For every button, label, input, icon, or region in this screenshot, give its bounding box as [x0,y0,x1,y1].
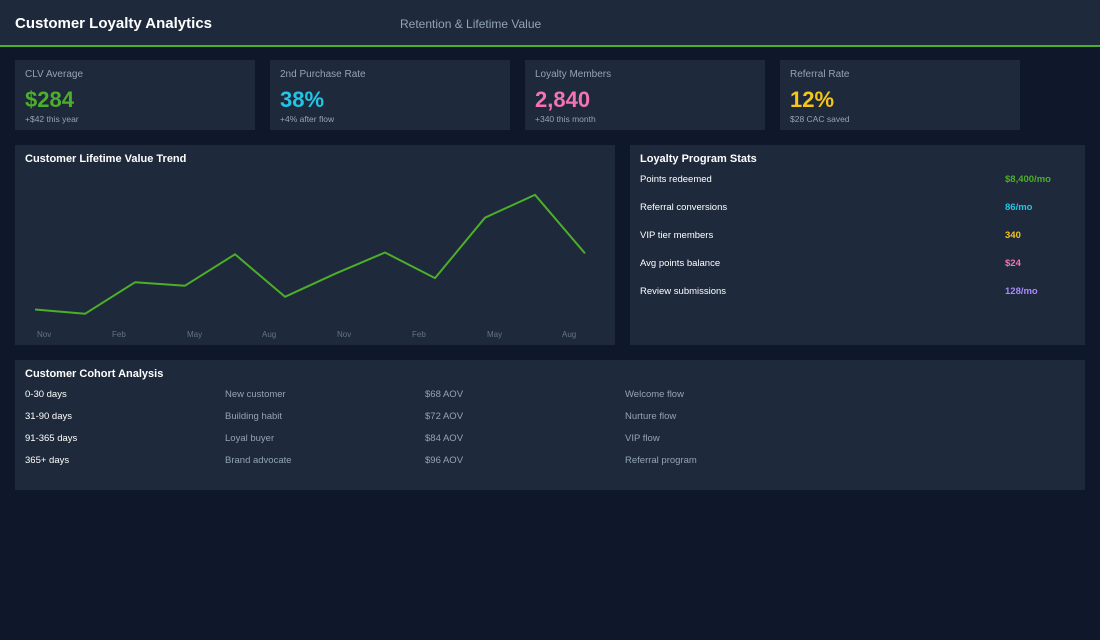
kpi-label: Loyalty Members [535,69,612,80]
kpi-value: 38% [280,87,325,112]
stat-row-points-redeemed: Points redeemed $8,400/mo [640,174,1075,188]
cohort-aov: $84 AOV [425,433,464,444]
clv-trend-panel: Nov Feb May Aug Nov Feb May Aug Customer Lifeti… [15,145,615,345]
kpi-card-clv: CLV Average $284 +$42 this year [15,60,255,130]
stat-label: Points redeemed [640,174,712,185]
cohort-range: 365+ days [25,455,70,466]
x-tick-label: Aug [262,330,276,339]
stats-title: Loyalty Program Stats [640,153,757,165]
cohort-flow: Welcome flow [625,389,684,400]
page-subtitle: Retention & Lifetime Value [400,17,542,31]
x-tick-label: Nov [37,330,51,339]
x-tick-label: Nov [337,330,351,339]
stat-value: 340 [1005,230,1021,241]
cohort-flow: Referral program [625,455,697,466]
kpi-label: 2nd Purchase Rate [280,69,366,80]
stat-label: Avg points balance [640,258,721,269]
loyalty-stats-panel: Loyalty Program Stats Points redeemed $8… [630,145,1085,345]
x-tick-label: Feb [112,330,126,339]
cohort-row: 0-30 days New customer $68 AOV Welcome f… [25,389,1075,403]
x-tick-label: May [187,330,202,339]
kpi-subtext: $28 CAC saved [790,114,850,124]
kpi-label: Referral Rate [790,69,850,80]
kpi-card-second-purchase: 2nd Purchase Rate 38% +4% after flow [270,60,510,130]
stat-row-vip-members: VIP tier members 340 [640,230,1075,244]
x-tick-label: Feb [412,330,426,339]
kpi-label: CLV Average [25,69,84,80]
stat-row-review-submissions: Review submissions 128/mo [640,286,1075,300]
cohort-range: 31-90 days [25,411,73,422]
cohort-range: 91-365 days [25,433,78,444]
stat-row-avg-points: Avg points balance $24 [640,258,1075,272]
x-tick-label: May [487,330,502,339]
clv-trend-chart: Nov Feb May Aug Nov Feb May Aug [34,193,586,339]
kpi-subtext: +$42 this year [25,114,79,124]
cohort-aov: $68 AOV [425,389,464,400]
cohort-stage: New customer [225,389,286,400]
app-header: Customer Loyalty Analytics Retention & L… [0,0,1100,47]
cohort-aov: $96 AOV [425,455,464,466]
kpi-subtext: +4% after flow [280,114,335,124]
kpi-card-loyalty-members: Loyalty Members 2,840 +340 this month [525,60,765,130]
kpi-subtext: +340 this month [535,114,596,124]
stat-label: VIP tier members [640,230,714,241]
cohort-title: Customer Cohort Analysis [25,368,164,380]
clv-trend-line [34,193,586,315]
kpi-value: 2,840 [535,87,591,112]
cohort-row: 31-90 days Building habit $72 AOV Nurtur… [25,411,1075,425]
cohort-range: 0-30 days [25,389,67,400]
x-tick-label: Aug [562,330,576,339]
cohort-aov: $72 AOV [425,411,464,422]
cohort-stage: Brand advocate [225,455,292,466]
stat-label: Review submissions [640,286,727,297]
cohort-stage: Building habit [225,411,283,422]
stat-value: $24 [1005,258,1021,269]
chart-title: Customer Lifetime Value Trend [25,153,187,165]
stat-value: $8,400/mo [1005,174,1051,185]
stat-value: 128/mo [1005,286,1038,297]
kpi-value: 12% [790,87,835,112]
cohort-row: 365+ days Brand advocate $96 AOV Referra… [25,455,1075,469]
page-title: Customer Loyalty Analytics [15,15,212,32]
cohort-flow: Nurture flow [625,411,677,422]
kpi-value: $284 [25,87,74,112]
cohort-flow: VIP flow [625,433,660,444]
cohort-stage: Loyal buyer [225,433,275,444]
stat-row-referral-conversions: Referral conversions 86/mo [640,202,1075,216]
cohort-analysis-panel: Customer Cohort Analysis 0-30 days New c… [15,360,1085,490]
kpi-card-referral-rate: Referral Rate 12% $28 CAC saved [780,60,1020,130]
cohort-row: 91-365 days Loyal buyer $84 AOV VIP flow [25,433,1075,447]
stat-value: 86/mo [1005,202,1033,213]
stat-label: Referral conversions [640,202,728,213]
